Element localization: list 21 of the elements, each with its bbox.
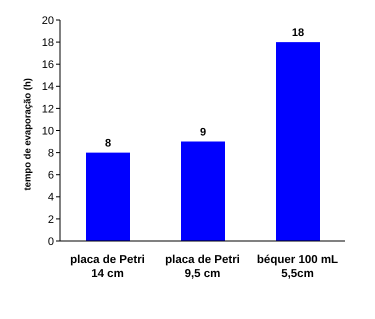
y-tick-label: 14	[42, 81, 54, 94]
x-tick-label: placa de Petri 9,5 cm	[165, 254, 240, 280]
y-tick-label: 18	[42, 37, 54, 50]
y-tick-label: 0	[48, 236, 54, 248]
data-label: 9	[200, 126, 206, 139]
data-label: 18	[292, 27, 304, 40]
y-tick-label: 8	[48, 148, 54, 160]
y-tick-label: 6	[48, 170, 54, 182]
data-label: 8	[104, 138, 112, 150]
y-tick-label: 20	[42, 14, 54, 27]
bar	[276, 42, 320, 241]
y-axis-title: tempo de evaporação (h)	[22, 78, 34, 190]
y-tick-label: 16	[42, 59, 54, 72]
bar	[86, 152, 130, 241]
x-tick-label: placa de Petri 14 cm	[70, 254, 145, 280]
y-tick-label: 4	[48, 192, 54, 204]
y-tick-label: 12	[42, 103, 54, 116]
x-tick-label: béquer 100 mL 5,5cm	[256, 254, 338, 280]
y-tick-label: 2	[48, 214, 54, 226]
bar	[181, 142, 225, 241]
y-tick-label: 10	[42, 125, 54, 138]
